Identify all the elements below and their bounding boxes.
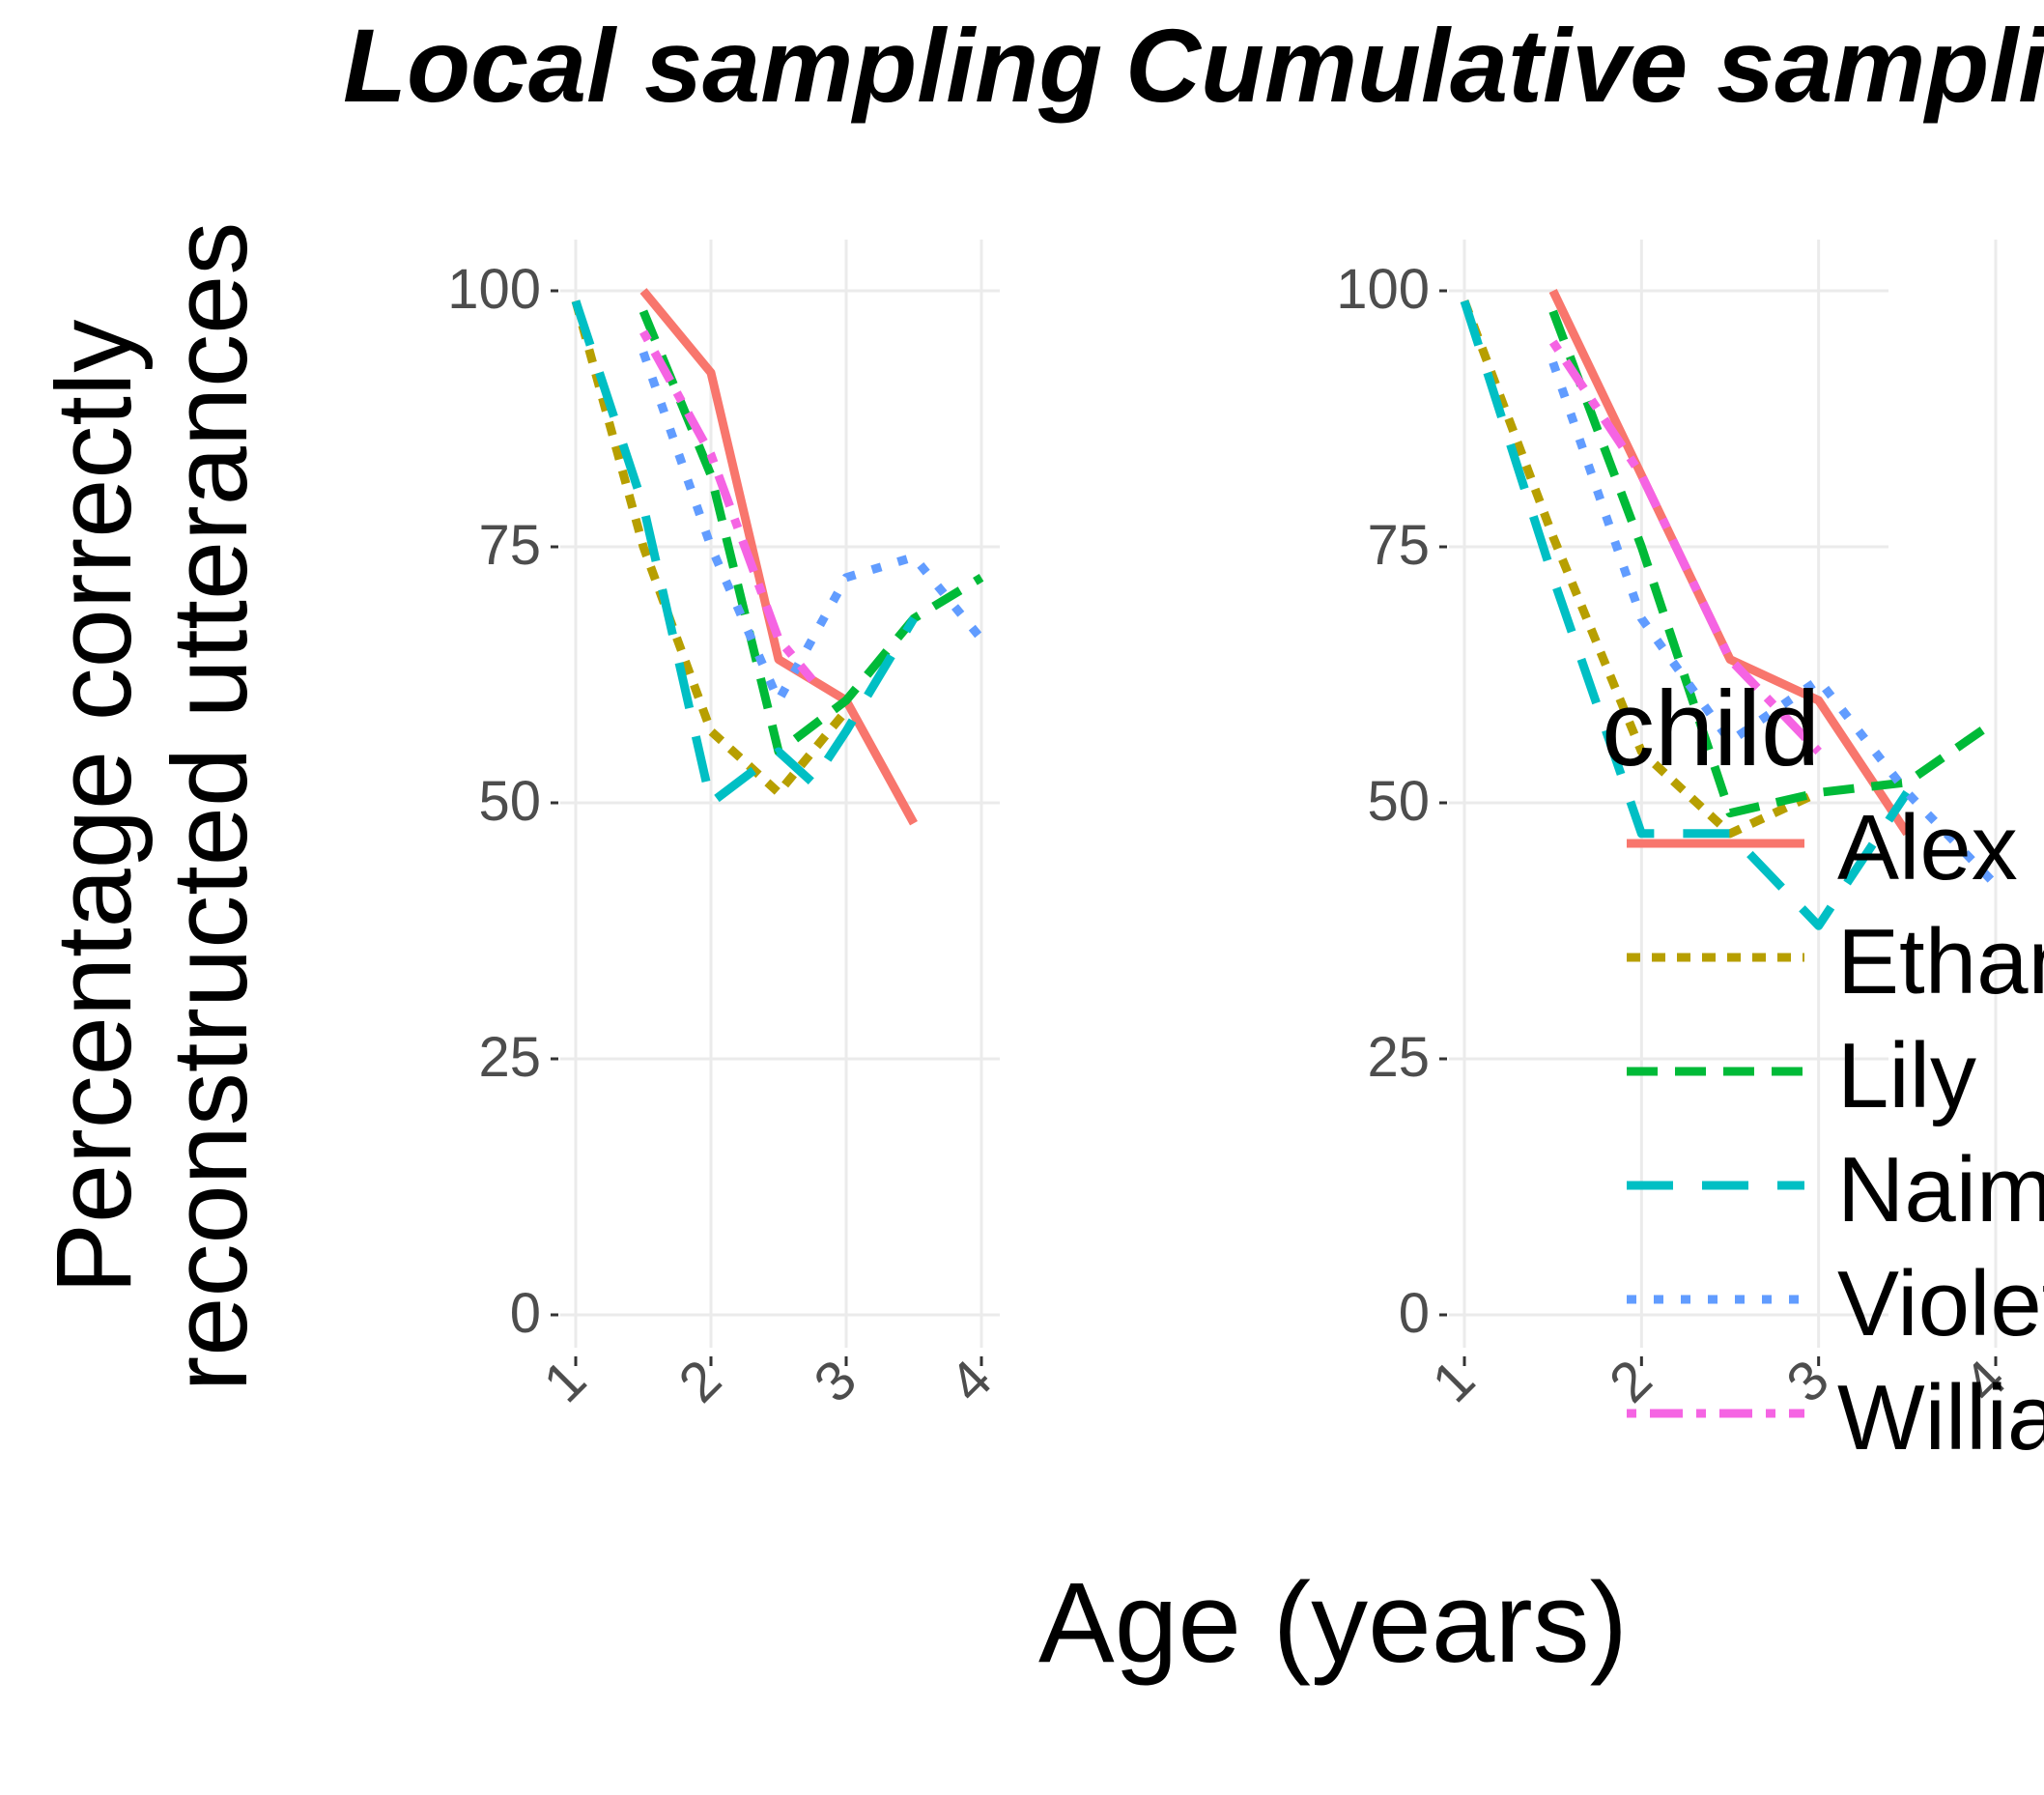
y-tick-label: 100 bbox=[447, 258, 541, 321]
y-tick-label: 0 bbox=[510, 1282, 541, 1345]
x-tick-label: 1 bbox=[1420, 1348, 1487, 1414]
legend-label-alex: Alex bbox=[1837, 796, 2018, 899]
legend-label-william: William bbox=[1837, 1366, 2044, 1469]
series-line-william bbox=[639, 329, 816, 683]
y-tick-label: 75 bbox=[1367, 514, 1430, 577]
y-axis-label: reconstructed utterances bbox=[151, 222, 270, 1392]
x-tick-label: 3 bbox=[1774, 1348, 1841, 1414]
series-line-alex bbox=[639, 288, 918, 826]
x-tick-label: 3 bbox=[802, 1348, 868, 1414]
legend-title: child bbox=[1602, 670, 1820, 788]
x-tick-label: 2 bbox=[667, 1348, 733, 1414]
series-line-alex bbox=[1548, 289, 1912, 837]
series-line-violet bbox=[1548, 360, 2000, 888]
panel-title: Cumulative sampling bbox=[1125, 7, 2044, 124]
x-tick-label: 4 bbox=[937, 1348, 1004, 1414]
x-tick-label: 2 bbox=[1598, 1348, 1664, 1414]
legend-label-violet: Violet bbox=[1837, 1252, 2044, 1355]
y-tick-label: 50 bbox=[478, 770, 541, 833]
series-line-naima bbox=[1460, 299, 1912, 930]
series-line-violet bbox=[639, 351, 985, 705]
series-line-naima bbox=[571, 299, 918, 808]
series-line-lily bbox=[1548, 309, 1999, 818]
x-axis-label: Age (years) bbox=[1038, 1559, 1628, 1687]
legend-label-naima: Naima bbox=[1837, 1138, 2044, 1241]
x-tick-label: 1 bbox=[531, 1348, 598, 1414]
legend-label-lily: Lily bbox=[1837, 1024, 1976, 1127]
series-line-ethan bbox=[571, 299, 850, 797]
legend-label-ethan: Ethan bbox=[1837, 910, 2044, 1013]
panel-title: Local sampling bbox=[343, 7, 1102, 124]
series-line-william bbox=[1548, 339, 1822, 755]
y-tick-label: 100 bbox=[1336, 258, 1430, 321]
y-tick-label: 50 bbox=[1367, 770, 1430, 833]
y-tick-label: 25 bbox=[478, 1026, 541, 1089]
y-axis-label: Percentage correctly bbox=[35, 320, 154, 1295]
y-tick-label: 0 bbox=[1399, 1282, 1430, 1345]
y-tick-label: 25 bbox=[1367, 1026, 1430, 1089]
series-line-ethan bbox=[1460, 299, 1821, 839]
y-tick-label: 75 bbox=[478, 514, 541, 577]
series-line-lily bbox=[639, 309, 984, 756]
